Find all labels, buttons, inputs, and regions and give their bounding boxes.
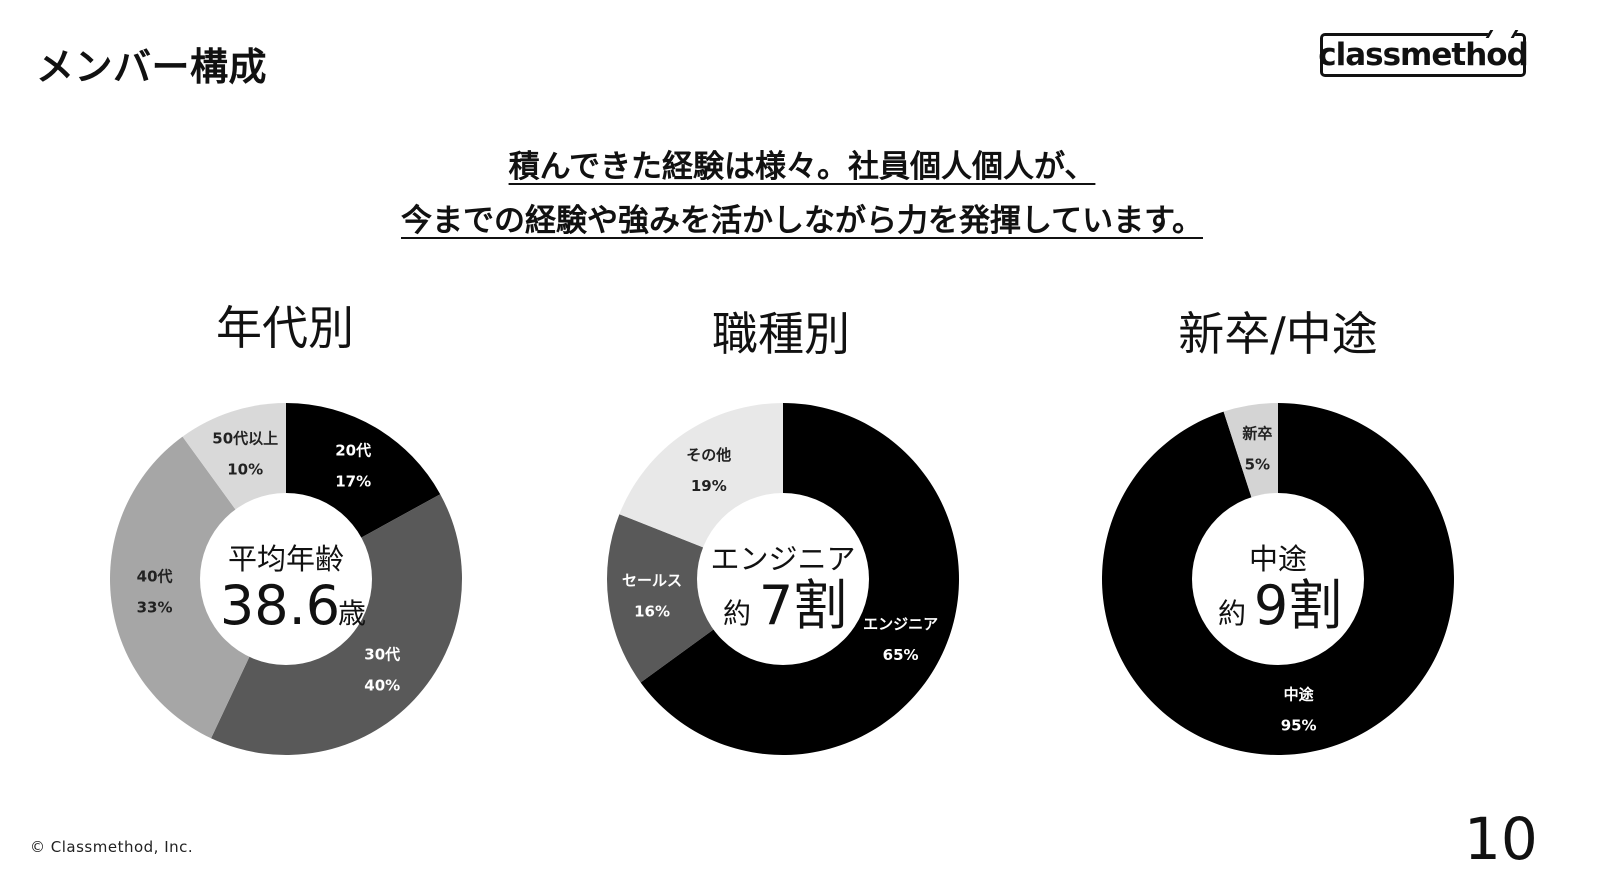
slice-label: その他 [686, 446, 731, 464]
center-label: 中途 [1249, 542, 1307, 576]
center-unit: 歳 [338, 597, 366, 630]
slice-label: 30代 [364, 645, 400, 663]
slice-value-label: 33% [137, 598, 173, 616]
center-prefix: 約 [1218, 597, 1246, 630]
slice-3 [109, 436, 287, 739]
center-value: 7割 [759, 574, 847, 637]
center-value: 9割 [1254, 574, 1342, 637]
slice-label: 40代 [137, 567, 173, 585]
copyright: © Classmethod, Inc. [30, 838, 194, 856]
slice-value-label: 19% [691, 477, 727, 495]
page-title: メンバー構成 [36, 45, 268, 89]
slice-value-label: 65% [883, 646, 919, 664]
classmethod-logo: classmethod [1318, 33, 1529, 77]
headline: 積んできた経験は様々。社員個人個人が、 今までの経験や強みを活かしながら力を発揮… [0, 140, 1604, 248]
headline-line-1: 積んできた経験は様々。社員個人個人が、 [508, 149, 1096, 185]
slice-value-label: 5% [1245, 456, 1270, 474]
slice-label: 新卒 [1242, 425, 1272, 443]
donut-hole [697, 493, 869, 665]
slice-label: セールス [622, 572, 682, 590]
donut-hole [200, 493, 372, 665]
chart-title-role: 職種別 [712, 307, 850, 361]
chart-title-hire-type: 新卒/中途 [1178, 307, 1378, 361]
center-prefix: 約 [723, 597, 751, 630]
center-value: 38.6 [220, 574, 340, 637]
slice-label: 50代以上 [212, 429, 278, 447]
headline-line-2: 今までの経験や強みを活かしながら力を発揮しています。 [401, 203, 1203, 239]
slice-value-label: 16% [634, 603, 670, 621]
center-label: 平均年齢 [228, 542, 344, 576]
slice-value-label: 17% [335, 472, 371, 490]
center-label: エンジニア [710, 542, 855, 576]
slice-value-label: 10% [227, 460, 263, 478]
slice-label: 20代 [335, 441, 371, 459]
slice-label: エンジニア [863, 615, 938, 633]
donut-hole [1192, 493, 1364, 665]
page-number: 10 [1464, 805, 1538, 873]
chart-title-age: 年代別 [216, 301, 354, 355]
slice-2 [606, 514, 783, 683]
slice-value-label: 95% [1281, 716, 1317, 734]
slice-value-label: 40% [364, 676, 400, 694]
slice-label: 中途 [1284, 685, 1315, 703]
